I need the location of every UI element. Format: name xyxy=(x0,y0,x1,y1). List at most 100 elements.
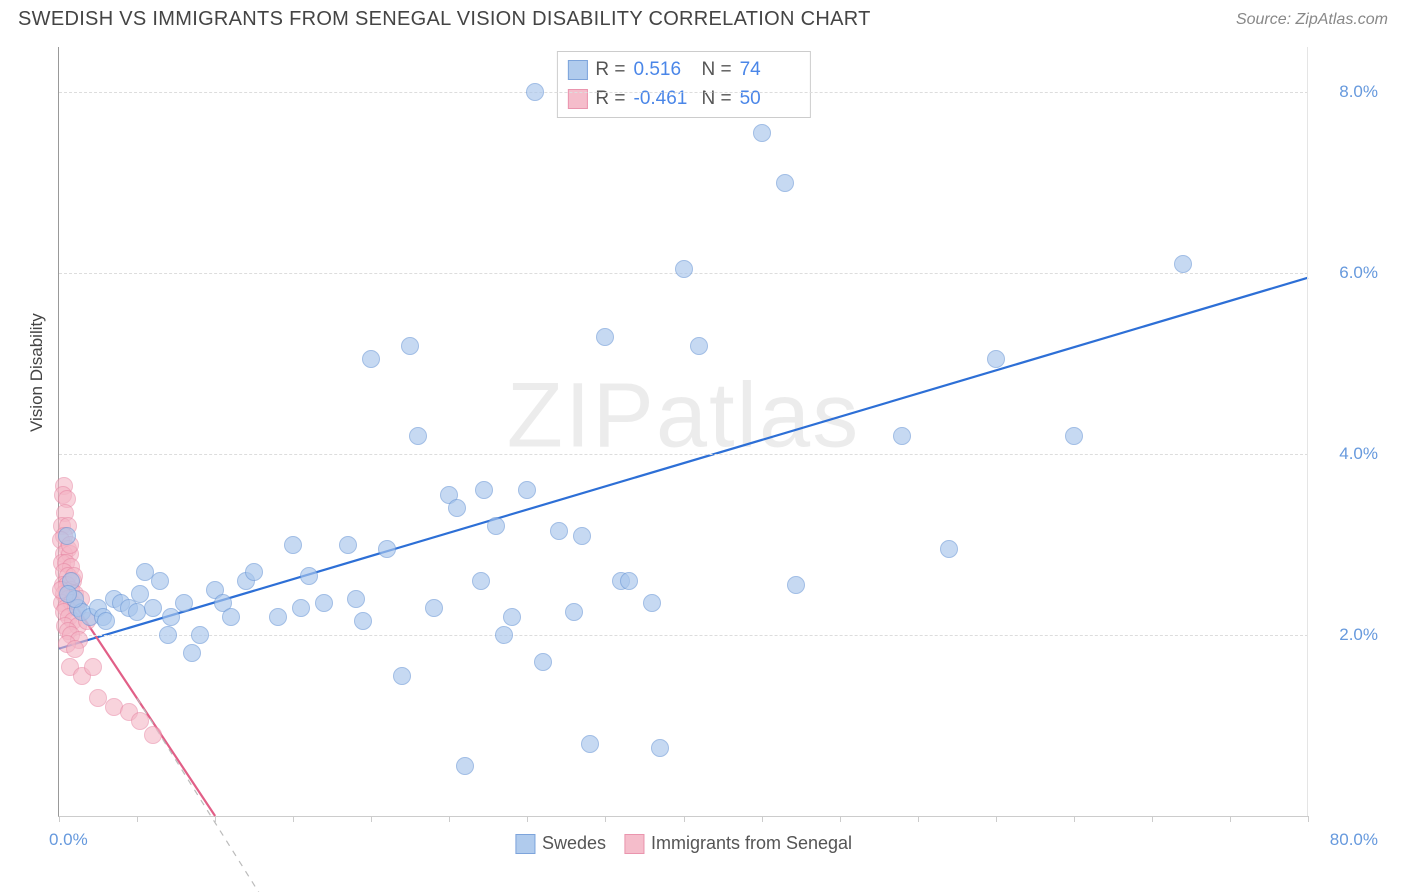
swedes-point xyxy=(245,563,263,581)
swedes-point xyxy=(753,124,771,142)
swedes-point xyxy=(151,572,169,590)
right-border xyxy=(1307,47,1308,816)
swedes-point xyxy=(526,83,544,101)
swedes-point xyxy=(347,590,365,608)
gridline xyxy=(59,635,1308,636)
x-tick xyxy=(1308,816,1309,822)
n-label: N = xyxy=(702,56,732,85)
x-tick xyxy=(762,816,763,822)
swedes-point xyxy=(620,572,638,590)
x-tick xyxy=(527,816,528,822)
swedes-point xyxy=(339,536,357,554)
swedes-point xyxy=(550,522,568,540)
swedes-point xyxy=(362,350,380,368)
swedes-point xyxy=(292,599,310,617)
legend-item-swedes: Swedes xyxy=(515,833,606,854)
swedes-point xyxy=(987,350,1005,368)
x-tick xyxy=(137,816,138,822)
swedes-point xyxy=(893,427,911,445)
swedes-point xyxy=(183,644,201,662)
swatch-swedes xyxy=(567,60,587,80)
x-tick xyxy=(1230,816,1231,822)
swedes-point xyxy=(97,612,115,630)
x-tick xyxy=(840,816,841,822)
watermark: ZIPatlas xyxy=(507,364,860,469)
r-label: R = xyxy=(595,56,625,85)
swedes-point xyxy=(144,599,162,617)
header: SWEDISH VS IMMIGRANTS FROM SENEGAL VISIO… xyxy=(0,0,1406,37)
x-tick xyxy=(605,816,606,822)
swedes-point xyxy=(776,174,794,192)
swedes-point xyxy=(787,576,805,594)
x-tick xyxy=(684,816,685,822)
x-tick xyxy=(293,816,294,822)
swedes-point xyxy=(1065,427,1083,445)
gridline xyxy=(59,454,1308,455)
swedes-point xyxy=(940,540,958,558)
swedes-point xyxy=(378,540,396,558)
swedes-point xyxy=(487,517,505,535)
trend-lines xyxy=(59,47,1308,816)
swedes-point xyxy=(581,735,599,753)
swedes-point xyxy=(300,567,318,585)
swedes-point xyxy=(675,260,693,278)
x-tick xyxy=(371,816,372,822)
swedes-point xyxy=(409,427,427,445)
swedes-point xyxy=(191,626,209,644)
swedes-point xyxy=(448,499,466,517)
x-tick xyxy=(449,816,450,822)
x-tick xyxy=(918,816,919,822)
swedes-point xyxy=(269,608,287,626)
swedes-point xyxy=(425,599,443,617)
x-tick xyxy=(996,816,997,822)
y-axis-label: Vision Disability xyxy=(27,313,47,432)
x-tick xyxy=(215,816,216,822)
swedes-point xyxy=(456,757,474,775)
swedes-point xyxy=(58,527,76,545)
series-legend: Swedes Immigrants from Senegal xyxy=(515,833,852,854)
senegal-point xyxy=(84,658,102,676)
r-value-senegal: -0.461 xyxy=(634,85,694,114)
swedes-point xyxy=(573,527,591,545)
swedes-point xyxy=(643,594,661,612)
x-min-label: 0.0% xyxy=(49,830,88,850)
legend-label-senegal: Immigrants from Senegal xyxy=(651,833,852,854)
swedes-point xyxy=(393,667,411,685)
correlation-legend: R = 0.516 N = 74 R = -0.461 N = 50 xyxy=(556,51,810,118)
gridline xyxy=(59,92,1308,93)
n-value-swedes: 74 xyxy=(740,56,800,85)
source-attribution: Source: ZipAtlas.com xyxy=(1236,11,1388,29)
swedes-point xyxy=(401,337,419,355)
plot-area: Vision Disability ZIPatlas R = 0.516 N =… xyxy=(58,47,1308,817)
swedes-point xyxy=(690,337,708,355)
swedes-point xyxy=(518,481,536,499)
n-value-senegal: 50 xyxy=(740,85,800,114)
swedes-point xyxy=(495,626,513,644)
legend-item-senegal: Immigrants from Senegal xyxy=(624,833,852,854)
correlation-legend-row-senegal: R = -0.461 N = 50 xyxy=(567,85,799,114)
swedes-point xyxy=(354,612,372,630)
swedes-point xyxy=(596,328,614,346)
swedes-point xyxy=(651,739,669,757)
r-value-swedes: 0.516 xyxy=(634,56,694,85)
swedes-point xyxy=(284,536,302,554)
y-tick-label: 2.0% xyxy=(1318,625,1378,645)
senegal-point xyxy=(66,640,84,658)
swatch-senegal-icon xyxy=(624,834,644,854)
y-tick-label: 6.0% xyxy=(1318,263,1378,283)
swedes-point xyxy=(315,594,333,612)
swedes-point xyxy=(159,626,177,644)
x-max-label: 80.0% xyxy=(1330,830,1378,850)
swedes-point xyxy=(565,603,583,621)
swedes-point xyxy=(475,481,493,499)
chart-title: SWEDISH VS IMMIGRANTS FROM SENEGAL VISIO… xyxy=(18,8,871,31)
swedes-point xyxy=(472,572,490,590)
swedes-point xyxy=(534,653,552,671)
swedes-point xyxy=(222,608,240,626)
y-tick-label: 8.0% xyxy=(1318,82,1378,102)
swatch-swedes-icon xyxy=(515,834,535,854)
swedes-point xyxy=(59,585,77,603)
chart-container: Vision Disability ZIPatlas R = 0.516 N =… xyxy=(18,37,1388,867)
n-label: N = xyxy=(702,85,732,114)
correlation-legend-row-swedes: R = 0.516 N = 74 xyxy=(567,56,799,85)
